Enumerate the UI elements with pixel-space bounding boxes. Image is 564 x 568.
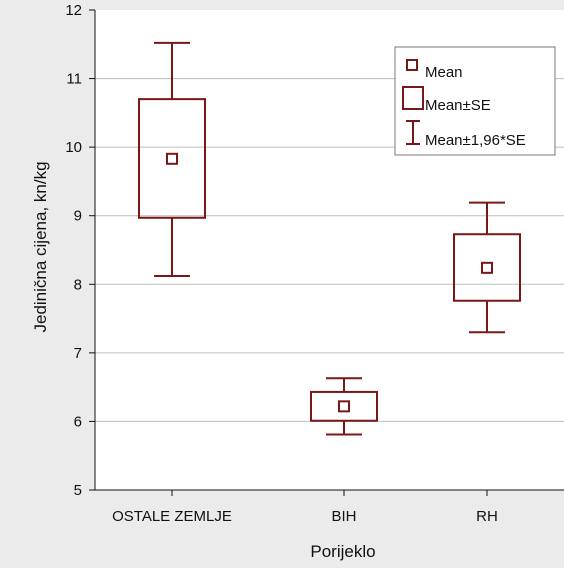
y-axis-ticks: 5 6 7 8 9 10 11 12 xyxy=(65,2,95,499)
legend: Mean Mean±SE Mean±1,96*SE xyxy=(394,46,556,156)
x-axis-title: Porijeklo xyxy=(310,542,375,561)
x-axis-ticks: OSTALE ZEMLJE BIH RH xyxy=(112,490,498,525)
y-tick-label: 8 xyxy=(74,276,82,293)
se-box xyxy=(310,390,378,422)
y-tick-label: 10 xyxy=(65,139,82,156)
legend-mean-marker xyxy=(406,59,418,71)
mean-marker xyxy=(481,261,493,274)
se-box xyxy=(453,233,521,302)
mean-marker xyxy=(338,400,350,413)
box-series xyxy=(138,41,521,436)
x-tick-label: RH xyxy=(476,508,498,525)
box-group xyxy=(138,41,206,278)
y-tick-label: 7 xyxy=(74,345,82,362)
y-tick-label: 5 xyxy=(74,482,82,499)
legend-se-box-marker xyxy=(402,86,424,110)
y-tick-label: 6 xyxy=(74,413,82,430)
se-box xyxy=(138,98,206,219)
legend-label-se: Mean±SE xyxy=(425,97,491,114)
legend-whisker-marker xyxy=(406,120,420,145)
mean-marker xyxy=(166,152,178,165)
x-tick-label: OSTALE ZEMLJE xyxy=(112,508,232,525)
box-group xyxy=(310,377,378,436)
legend-box xyxy=(394,46,556,156)
box-group xyxy=(453,201,521,334)
legend-label-ci: Mean±1,96*SE xyxy=(425,132,526,149)
x-tick-label: BIH xyxy=(331,508,356,525)
y-axis-title: Jedinična cijena, kn/kg xyxy=(31,161,50,332)
legend-label-mean: Mean xyxy=(425,64,463,81)
y-tick-label: 12 xyxy=(65,2,82,19)
axes xyxy=(94,10,564,491)
y-tick-label: 11 xyxy=(66,71,82,88)
y-tick-label: 9 xyxy=(74,208,82,225)
